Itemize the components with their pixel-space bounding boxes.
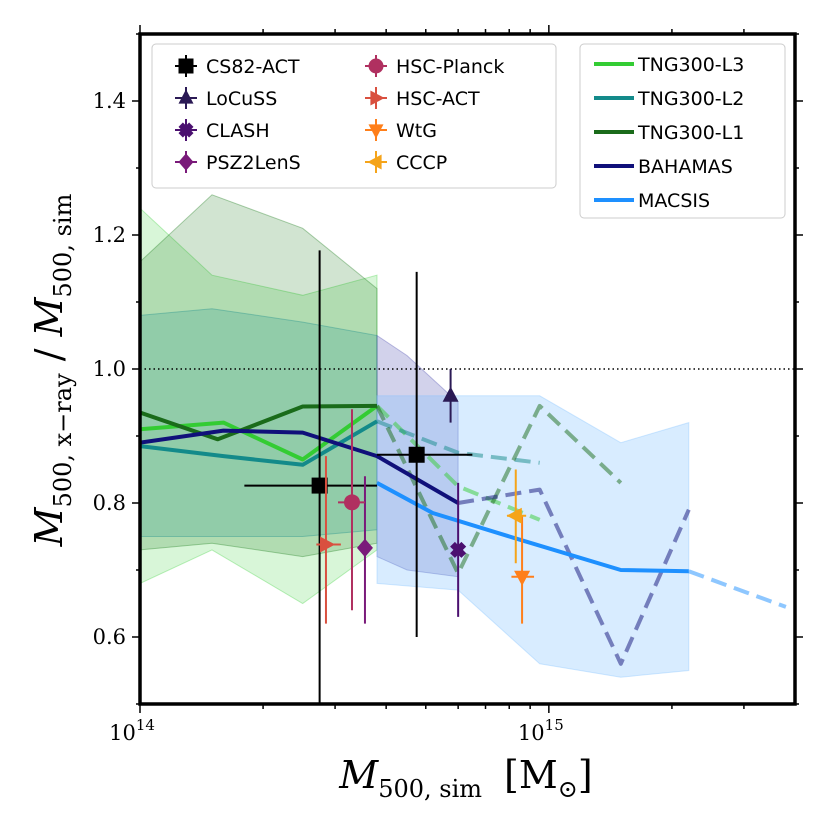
point-clash-3 [450,482,467,617]
legend-entry-clash: CLASH [175,119,270,142]
line-bahamas [140,428,460,505]
legend-observations: CS82-ACT LoCuSS CLASH PSZ2LenS HSC-Planck HSC… [151,43,557,189]
legend-entry-tng300-l3: TNG300-L3 [594,54,744,76]
band-tng300-l3-scatter [140,207,378,605]
marker-cs82-act [311,477,328,494]
legend-entry-locuss: LoCuSS [175,87,277,110]
legend-label: HSC-Planck [396,56,504,78]
marker-locuss [442,386,459,402]
x-tick-base: 10 [109,721,136,745]
marker-hsc-planck [343,494,360,511]
legend-marker-clash [178,122,194,138]
marker-cs82-act [408,446,425,463]
legend-entry-cs82-act: CS82-ACT [175,55,300,78]
legend-marker-hsc-planck [368,58,384,74]
legend-marker-psz2lens [178,153,194,171]
x-axis-label-unit-open: [M [504,753,558,797]
point-cccp-8 [506,469,527,564]
legend-label: WtG [396,120,437,142]
y-axis-label: M500, x−ray / M500, sim [27,193,77,547]
marker-hsc-act [320,536,336,553]
x-axis-label: M500, sim [M⊙] [338,753,592,803]
legend-label: TNG300-L2 [637,88,744,110]
y-tick-label: 1.0 [93,357,126,381]
line-tng300-l1 [140,403,378,442]
legend-marker-wtg [368,124,384,139]
point-wtg-7 [511,516,535,624]
legend-entry-bahamas: BAHAMAS [594,156,733,178]
legend-label: TNG300-L1 [637,122,744,144]
y-axis-label-main: M [27,506,71,547]
x-tick-base: 10 [518,721,545,745]
x-tick-exponent: 14 [136,716,155,734]
band-macsis-scatter [376,395,690,678]
plot-frame [138,32,797,706]
legend-marker-cccp [367,154,382,170]
point-hsc-act-6 [316,456,341,624]
legend-label: HSC-ACT [396,88,480,110]
legend-entry-tng300-l1: TNG300-L1 [594,122,744,144]
y-axis-label-main-2: M [27,296,71,337]
x-axis-label-unit-symbol: ⊙ [558,775,578,803]
marker-clash [450,541,467,558]
x-tick-label: 1014 [109,716,155,745]
legend-simulations-box [579,43,786,219]
x-axis-label-unit-close: ] [578,753,593,797]
point-hsc-planck-5 [338,409,365,611]
x-axis-label-main: M [338,753,379,797]
x-axis-label-sub: 500, sim [378,775,482,803]
simulation-lines [140,403,787,666]
legend-entry-cccp: CCCP [365,151,447,174]
legend-marker-hsc-act [370,90,385,106]
legend-simulations: TNG300-L3 TNG300-L2 TNG300-L1 BAHAMAS MACSIS [579,43,786,219]
legend-label: MACSIS [638,190,710,212]
y-tick-label: 1.2 [93,223,126,247]
y-axis-label-slash: / [27,336,71,373]
legend-label: CLASH [206,120,270,142]
line-tng300-l2-dashed [376,419,540,465]
marker-wtg [514,570,531,586]
point-cs82-act-0 [244,250,378,704]
legend-label: LoCuSS [206,88,277,110]
legend-entry-macsis: MACSIS [594,190,710,212]
y-tick-label: 0.6 [93,625,126,649]
legend-marker-locuss [178,89,194,104]
x-tick-exponent: 15 [545,716,564,734]
y-tick-label: 0.8 [93,491,126,515]
line-tng300-l1-dashed [375,403,623,576]
point-cs82-act-1 [377,271,473,637]
point-psz2lens-4 [356,476,373,624]
x-tick-label: 1015 [518,716,564,745]
legend-label: BAHAMAS [638,156,733,178]
legend-observations-entries: CS82-ACT LoCuSS CLASH PSZ2LenS HSC-Planck HSC… [175,55,504,174]
point-locuss-2 [442,369,459,423]
y-axis-label-sub2: 500, sim [49,193,77,297]
legend-label: CCCP [396,152,447,174]
legend-marker-cs82-act [178,58,194,74]
band-tng300-l1-scatter [140,194,378,558]
legend-entry-psz2lens: PSZ2LenS [175,151,301,174]
marker-cccp [506,507,522,524]
legend-entry-tng300-l2: TNG300-L2 [594,88,744,110]
y-axis-label-sub1: 500, x−ray [49,373,77,507]
legend-label: PSZ2LenS [206,152,301,174]
marker-psz2lens [356,538,373,558]
legend-label: CS82-ACT [206,56,300,78]
observation-points [244,250,535,704]
legend-simulations-entries: TNG300-L3 TNG300-L2 TNG300-L1 BAHAMAS MACSIS [594,54,744,212]
line-macsis-dashed [688,569,787,609]
legend-entry-wtg: WtG [365,119,437,142]
legend-entry-hsc-planck: HSC-Planck [365,55,504,78]
legend-observations-box [151,43,557,189]
y-tick-label: 1.4 [93,89,126,113]
line-bahamas-dashed [457,487,691,666]
line-macsis [376,481,689,574]
legend-label: TNG300-L3 [637,54,744,76]
legend-entry-hsc-act: HSC-ACT [365,87,480,110]
